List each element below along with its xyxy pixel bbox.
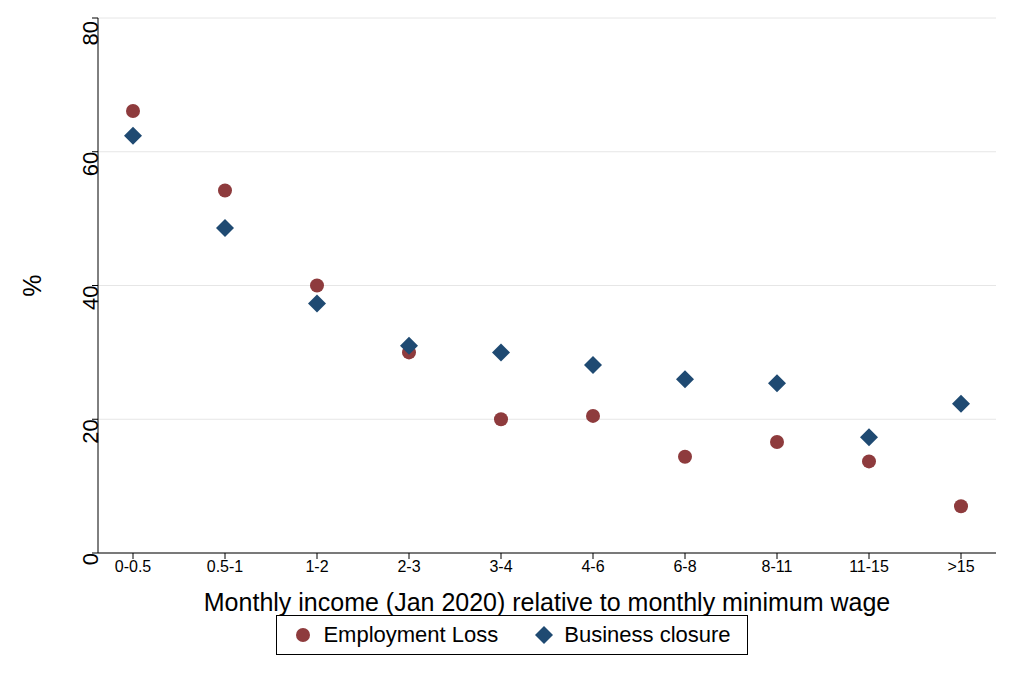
- svg-text:Monthly income (Jan 2020) rela: Monthly income (Jan 2020) relative to mo…: [204, 588, 890, 616]
- svg-text:2-3: 2-3: [397, 558, 420, 575]
- svg-text:0: 0: [78, 553, 103, 565]
- svg-text:8-11: 8-11: [762, 558, 793, 575]
- svg-text:60: 60: [78, 152, 103, 176]
- svg-text:0-0.5: 0-0.5: [115, 558, 152, 575]
- svg-text:%: %: [18, 274, 46, 296]
- svg-text:20: 20: [78, 419, 103, 443]
- svg-text:6-8: 6-8: [673, 558, 696, 575]
- svg-text:>15: >15: [947, 558, 974, 575]
- svg-text:3-4: 3-4: [489, 558, 512, 575]
- svg-text:80: 80: [78, 21, 103, 45]
- html-text:Employment Loss: Employment Loss: [323, 622, 499, 647]
- html-text:Business closure: Business closure: [564, 622, 731, 647]
- svg-text:11-15: 11-15: [849, 558, 889, 575]
- svg-text:40: 40: [78, 286, 103, 310]
- svg-text:4-6: 4-6: [581, 558, 604, 575]
- svg-text:0.5-1: 0.5-1: [207, 558, 244, 575]
- svg-text:1-2: 1-2: [305, 558, 328, 575]
